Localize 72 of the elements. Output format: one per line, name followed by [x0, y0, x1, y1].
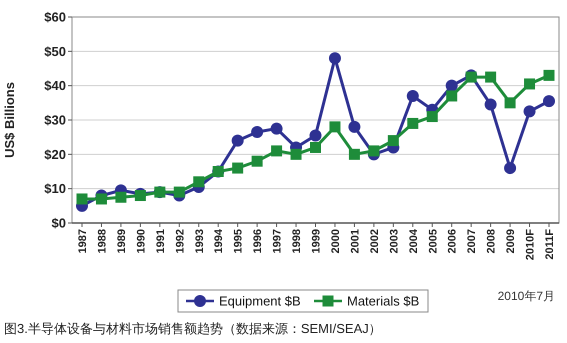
point	[348, 148, 360, 160]
point	[329, 121, 340, 132]
point	[544, 70, 554, 81]
x-tick-label: 2005	[427, 229, 440, 254]
y-tick-label: $60	[44, 10, 66, 25]
text: 2010年7月	[498, 289, 555, 303]
point	[310, 129, 322, 142]
point	[174, 186, 185, 198]
point	[96, 193, 107, 204]
point	[426, 111, 438, 122]
y-tick-label: $20	[44, 146, 66, 162]
x-tick-label: 1998	[291, 229, 304, 254]
point	[524, 78, 536, 90]
x-tick-label: 1994	[213, 228, 226, 254]
x-tick-label: 1987	[77, 229, 89, 254]
point	[271, 145, 282, 156]
point	[328, 52, 341, 64]
x-tick-label: 1988	[96, 229, 108, 254]
x-tick-label: 2008	[486, 229, 498, 254]
x-tick-label: 1997	[272, 229, 284, 254]
x-tick-label: 1993	[194, 229, 206, 254]
point	[290, 148, 302, 160]
caption: 图3.半导体设备与材料市场销售额趋势（数据来源：SEMI/SEAJ）	[4, 321, 382, 336]
point	[232, 134, 244, 147]
point	[193, 176, 204, 188]
point	[504, 97, 516, 108]
y-tick-label: $50	[44, 44, 66, 59]
x-tick-label: 2003	[388, 229, 400, 254]
point	[446, 80, 458, 92]
point	[270, 122, 283, 135]
point	[388, 135, 399, 146]
x-tick-label: 2009	[505, 229, 518, 254]
x-tick-label: 1996	[252, 229, 264, 254]
point	[115, 192, 126, 203]
x-tick-label: 2006	[446, 229, 459, 254]
x-tick-label: 2007	[466, 229, 478, 254]
y-tick-label: $0	[52, 216, 66, 231]
point	[232, 162, 244, 174]
x-tick-label: 2010F	[524, 228, 537, 260]
x-tick-label: 1991	[154, 229, 167, 254]
point	[76, 193, 88, 204]
point	[485, 72, 496, 83]
point	[466, 72, 477, 83]
point	[504, 162, 516, 174]
point	[252, 156, 263, 167]
point	[348, 120, 360, 133]
x-tick-label: 2001	[349, 229, 362, 254]
point	[446, 90, 458, 102]
point	[368, 145, 380, 156]
x-tick-label: 1989	[116, 229, 128, 254]
x-tick-label: 2004	[408, 228, 420, 254]
point	[543, 95, 555, 108]
point	[524, 105, 536, 118]
point	[310, 142, 321, 153]
legend-label: Materials $B	[347, 294, 420, 309]
y-tick-label: $30	[44, 112, 66, 128]
x-tick-label: 2002	[368, 229, 381, 254]
point	[407, 118, 418, 129]
x-tick-label: 1995	[232, 229, 245, 254]
x-tick-label: 1990	[135, 229, 148, 254]
point	[406, 90, 419, 102]
x-tick-label: 2011F	[544, 228, 556, 260]
legend-label: Equipment $B	[219, 294, 301, 309]
point	[484, 98, 497, 111]
y-tick-label: $10	[44, 181, 66, 196]
x-tick-label: 2000	[330, 229, 342, 254]
x-tick-label: 1999	[310, 229, 322, 254]
x-tick-label: 1992	[174, 229, 186, 254]
y-axis-title: US$ Billions	[2, 82, 17, 158]
y-tick-label: $40	[44, 78, 66, 94]
point	[134, 190, 146, 202]
point	[251, 126, 264, 138]
